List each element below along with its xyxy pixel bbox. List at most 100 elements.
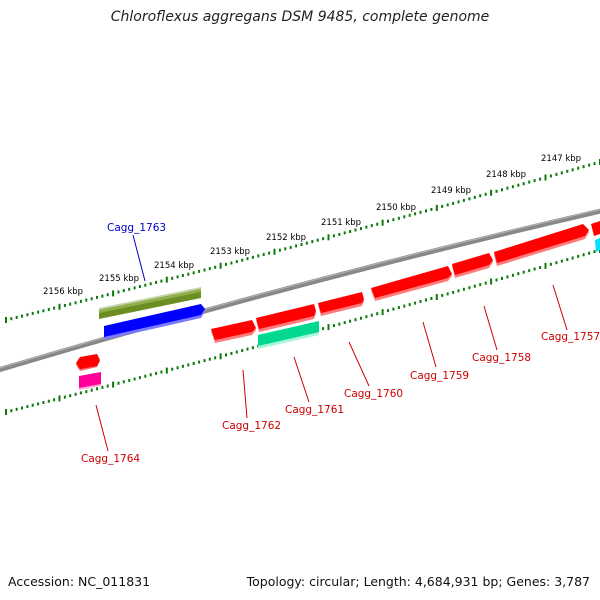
minor-tick bbox=[181, 274, 184, 277]
minor-tick bbox=[149, 373, 152, 377]
minor-tick bbox=[452, 290, 455, 294]
minor-tick bbox=[155, 371, 158, 375]
minor-tick bbox=[235, 260, 238, 264]
scale-label-2148: 2148 kbp bbox=[486, 170, 526, 180]
minor-tick bbox=[430, 207, 433, 211]
minor-tick bbox=[300, 243, 303, 246]
gene-cagg-1761[interactable] bbox=[256, 304, 316, 332]
genome-backbone bbox=[0, 208, 600, 373]
minor-tick bbox=[555, 261, 558, 265]
scale-label-2154: 2154 kbp bbox=[154, 261, 194, 271]
minor-tick bbox=[96, 387, 98, 391]
minor-tick bbox=[462, 287, 465, 291]
minor-tick bbox=[10, 409, 13, 413]
gene-label-cagg-1757[interactable]: Cagg_1757 bbox=[541, 331, 600, 343]
minor-tick bbox=[69, 302, 72, 306]
minor-tick bbox=[144, 374, 147, 378]
gene-magenta[interactable] bbox=[79, 372, 101, 390]
minor-tick bbox=[517, 183, 520, 187]
minor-tick bbox=[235, 350, 238, 354]
minor-tick bbox=[425, 298, 427, 302]
major-tick bbox=[327, 234, 330, 241]
major-tick bbox=[490, 278, 493, 285]
gene-cagg-1757[interactable] bbox=[494, 224, 589, 266]
minor-tick bbox=[392, 307, 395, 311]
minor-tick bbox=[370, 224, 373, 228]
minor-tick bbox=[479, 194, 482, 198]
minor-tick bbox=[419, 300, 422, 303]
minor-tick bbox=[79, 299, 82, 303]
minor-tick bbox=[354, 318, 357, 322]
minor-tick bbox=[241, 349, 244, 353]
minor-tick bbox=[457, 200, 460, 204]
minor-tick bbox=[117, 381, 120, 385]
gene-cagg-1759[interactable] bbox=[371, 266, 452, 301]
minor-tick bbox=[230, 351, 233, 355]
minor-tick bbox=[332, 234, 335, 238]
minor-tick bbox=[582, 253, 585, 257]
minor-tick bbox=[37, 402, 40, 406]
minor-tick bbox=[430, 297, 433, 300]
scale-label-2152: 2152 kbp bbox=[266, 233, 306, 243]
minor-tick bbox=[15, 407, 18, 411]
minor-tick bbox=[446, 292, 449, 296]
minor-tick bbox=[69, 394, 72, 398]
minor-tick bbox=[187, 363, 190, 367]
minor-tick bbox=[117, 290, 120, 294]
minor-tick bbox=[192, 271, 195, 275]
scale-label-2147: 2147 kbp bbox=[541, 154, 581, 164]
minor-tick bbox=[495, 278, 498, 282]
minor-tick bbox=[63, 395, 66, 399]
minor-tick bbox=[408, 303, 411, 307]
gene-blue[interactable] bbox=[104, 304, 205, 340]
minor-tick bbox=[392, 218, 395, 222]
major-tick bbox=[5, 317, 7, 323]
gene-label-cagg-1764[interactable]: Cagg_1764 bbox=[81, 453, 140, 465]
gene-cagg-1764-outer[interactable] bbox=[76, 354, 100, 371]
gene-aqua[interactable] bbox=[258, 321, 319, 349]
minor-tick bbox=[181, 364, 184, 368]
gene-cagg-1760[interactable] bbox=[318, 292, 364, 316]
major-tick bbox=[219, 353, 222, 360]
minor-tick bbox=[53, 398, 56, 402]
minor-tick bbox=[360, 316, 362, 320]
minor-tick bbox=[539, 266, 542, 269]
minor-tick bbox=[42, 309, 45, 313]
minor-tick bbox=[79, 391, 82, 395]
minor-tick bbox=[397, 306, 400, 310]
minor-tick bbox=[133, 286, 136, 290]
gene-label-cagg-1758[interactable]: Cagg_1758 bbox=[472, 352, 531, 364]
outer-scale-ticks bbox=[5, 159, 600, 323]
minor-tick bbox=[408, 213, 411, 217]
genome-backbone-highlight bbox=[0, 209, 600, 369]
major-tick bbox=[58, 303, 61, 310]
gene-label-cagg-1763[interactable]: Cagg_1763 bbox=[107, 222, 166, 234]
minor-tick bbox=[354, 228, 357, 232]
minor-tick bbox=[133, 377, 136, 381]
minor-tick bbox=[208, 357, 211, 361]
major-tick bbox=[381, 219, 384, 226]
minor-tick bbox=[360, 227, 362, 231]
minor-tick bbox=[533, 179, 536, 183]
gene-label-cagg-1759[interactable]: Cagg_1759 bbox=[410, 370, 469, 382]
gene-cagg-1763[interactable] bbox=[99, 287, 201, 319]
gene-cagg-1758[interactable] bbox=[452, 253, 493, 278]
minor-tick bbox=[322, 327, 325, 331]
minor-tick bbox=[528, 269, 531, 273]
minor-tick bbox=[138, 285, 141, 288]
minor-tick bbox=[365, 315, 368, 319]
minor-tick bbox=[203, 359, 206, 363]
gene-partial-right[interactable] bbox=[591, 221, 600, 252]
minor-tick bbox=[397, 216, 400, 220]
gene-label-cagg-1761[interactable]: Cagg_1761 bbox=[285, 404, 344, 416]
minor-tick bbox=[230, 261, 233, 265]
gene-label-cagg-1762[interactable]: Cagg_1762 bbox=[222, 420, 281, 432]
gene-label-cagg-1760[interactable]: Cagg_1760 bbox=[344, 388, 403, 400]
minor-tick bbox=[246, 257, 249, 261]
minor-tick bbox=[343, 321, 346, 325]
minor-tick bbox=[582, 165, 585, 169]
minor-tick bbox=[246, 347, 249, 351]
gene-cagg-1762[interactable] bbox=[211, 320, 256, 343]
minor-tick bbox=[106, 384, 109, 388]
